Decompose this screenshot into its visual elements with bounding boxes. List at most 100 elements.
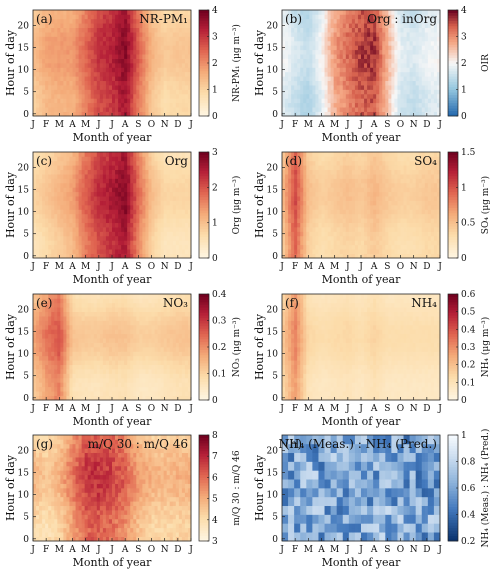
- heatmap-cell: [148, 235, 152, 241]
- heatmap-cell: [300, 18, 304, 24]
- heatmap-cell: [48, 249, 52, 254]
- heatmap-cell: [105, 45, 110, 51]
- heatmap-cell: [175, 93, 180, 99]
- heatmap-cell: [282, 160, 286, 166]
- heatmap-cell: [297, 71, 301, 77]
- heatmap-cell: [333, 227, 338, 232]
- heatmap-cell: [136, 218, 140, 224]
- heatmap-cell: [51, 18, 55, 24]
- heatmap-cell: [412, 111, 417, 117]
- heatmap-cell: [376, 89, 380, 95]
- heatmap-cell: [297, 54, 301, 59]
- colorbar-segment: [199, 197, 209, 201]
- heatmap-cell: [348, 227, 353, 232]
- heatmap-cell: [336, 10, 341, 15]
- heatmap-cell: [130, 18, 134, 24]
- heatmap-cell: [78, 169, 82, 175]
- heatmap-cell: [66, 111, 70, 117]
- heatmap-cell: [324, 71, 328, 77]
- heatmap-cell: [324, 218, 328, 224]
- heatmap-cell: [45, 165, 49, 171]
- heatmap-cell: [175, 205, 180, 210]
- heatmap-cell: [163, 23, 168, 29]
- heatmap-cell: [436, 93, 441, 99]
- colorbar-segment: [199, 218, 209, 222]
- heatmap-cell: [379, 67, 383, 73]
- heatmap-cell: [87, 98, 92, 104]
- heatmap-cell: [291, 71, 295, 77]
- heatmap-cell: [394, 71, 398, 77]
- heatmap-cell: [184, 23, 189, 29]
- heatmap-cell: [87, 227, 92, 232]
- heatmap-cell: [348, 160, 353, 166]
- y-tick-label: 20: [18, 163, 30, 173]
- heatmap-cell: [36, 27, 40, 33]
- heatmap-cell: [145, 152, 149, 157]
- heatmap-cell: [108, 235, 113, 241]
- heatmap-cell: [424, 27, 429, 33]
- heatmap-cell: [118, 93, 122, 99]
- heatmap-cell: [297, 67, 301, 73]
- heatmap-cell: [373, 18, 377, 24]
- heatmap-cell: [175, 156, 180, 162]
- heatmap-cell: [96, 196, 101, 201]
- heatmap-cell: [163, 174, 168, 179]
- heatmap-cell: [136, 156, 140, 162]
- heatmap-cell: [282, 196, 286, 201]
- heatmap-cell: [163, 196, 168, 201]
- heatmap-cell: [112, 54, 116, 59]
- heatmap-cell: [312, 40, 316, 46]
- heatmap-cell: [181, 156, 186, 162]
- colorbar-segment: [448, 81, 458, 85]
- heatmap-cell: [424, 36, 429, 42]
- heatmap-cell: [166, 213, 171, 219]
- heatmap-cell: [370, 58, 374, 64]
- heatmap-cell: [75, 187, 79, 193]
- heatmap-cell: [357, 169, 362, 175]
- heatmap-cell: [184, 18, 189, 24]
- heatmap-cell: [409, 93, 414, 99]
- heatmap-cell: [379, 93, 383, 99]
- heatmap-cell: [163, 98, 168, 104]
- heatmap-cell: [148, 85, 152, 90]
- heatmap-cell: [385, 93, 389, 99]
- heatmap-cell: [300, 227, 304, 232]
- heatmap-cell: [339, 160, 344, 166]
- heatmap-cell: [436, 18, 441, 24]
- heatmap-cell: [388, 196, 392, 201]
- heatmap-cell: [84, 182, 89, 188]
- heatmap-cell: [315, 218, 319, 224]
- heatmap-cell: [57, 71, 61, 77]
- heatmap-cell: [142, 235, 146, 241]
- heatmap-cell: [312, 111, 316, 117]
- heatmap-cell: [364, 249, 368, 254]
- heatmap-cell: [157, 169, 161, 175]
- heatmap-cell: [433, 63, 438, 68]
- heatmap-cell: [327, 67, 331, 73]
- heatmap-cell: [318, 23, 322, 29]
- heatmap-cell: [373, 14, 377, 20]
- heatmap-cell: [33, 235, 37, 241]
- heatmap-cell: [39, 235, 43, 241]
- heatmap-cell: [93, 200, 98, 206]
- heatmap-cell: [367, 67, 371, 73]
- heatmap-cell: [391, 253, 395, 259]
- heatmap-cell: [184, 253, 189, 259]
- heatmap-cell: [102, 36, 107, 42]
- heatmap-cell: [184, 191, 189, 197]
- heatmap-cell: [291, 174, 295, 179]
- heatmap-cell: [154, 63, 158, 68]
- heatmap-cell: [96, 32, 101, 37]
- heatmap-cell: [102, 187, 107, 193]
- heatmap-cell: [42, 102, 46, 108]
- heatmap-cell: [400, 227, 404, 232]
- heatmap-cell: [427, 111, 432, 117]
- heatmap-cell: [145, 23, 149, 29]
- heatmap-cell: [136, 174, 140, 179]
- heatmap-cell: [90, 23, 95, 29]
- heatmap-cell: [184, 14, 189, 20]
- heatmap-cell: [48, 196, 52, 201]
- heatmap-cell: [361, 218, 365, 224]
- heatmap-cell: [157, 240, 161, 246]
- heatmap-cell: [330, 54, 335, 59]
